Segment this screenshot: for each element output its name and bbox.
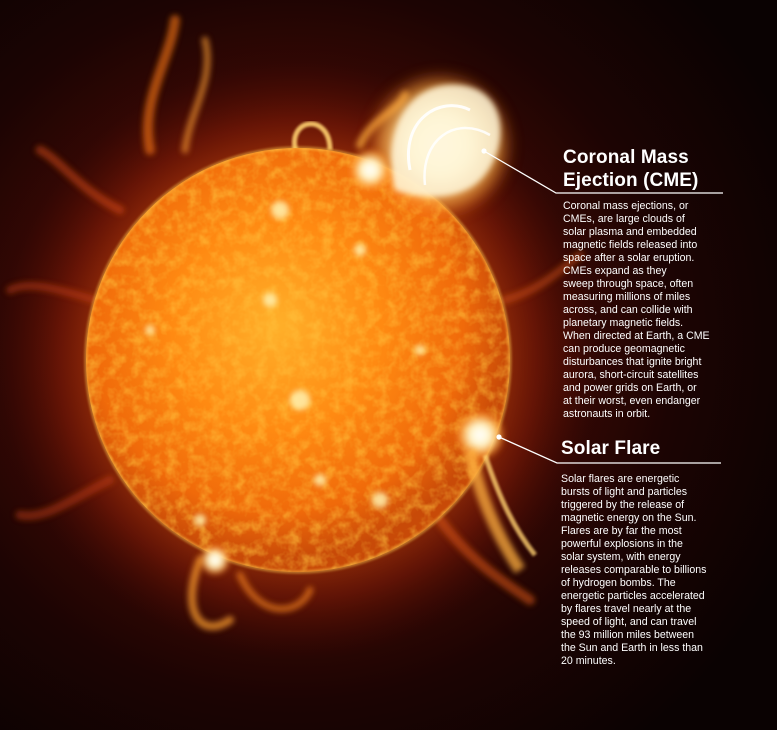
cme-description-line: sweep through space, often <box>563 278 694 290</box>
solar-flare-description-line: 20 minutes. <box>561 655 616 667</box>
cme-description-line: solar plasma and embedded <box>563 226 697 238</box>
solar-flare-description-line: bursts of light and particles <box>561 486 688 498</box>
cme-description: Coronal mass ejections, or CMEs, are larg… <box>563 200 723 421</box>
solar-flare-description-line: solar system, with energy <box>561 551 681 563</box>
cme-description-line: space after a solar eruption. <box>563 252 695 264</box>
solar-flare-description-line: energetic particles accelerated <box>561 590 705 602</box>
cme-heading: Coronal Mass Ejection (CME) <box>563 146 723 192</box>
solar-flare-description-line: powerful explosions in the <box>561 538 683 550</box>
cme-description-line: measuring millions of miles <box>563 291 691 303</box>
solar-flare-description-line: Solar flares are energetic <box>561 473 680 485</box>
cme-description-line: at their worst, even endanger <box>563 395 701 407</box>
cme-description-line: CMEs, are large clouds of <box>563 213 685 225</box>
solar-flare-description-line: speed of light, and can travel <box>561 616 697 628</box>
solar-flare-description-line: Flares are by far the most <box>561 525 682 537</box>
solar-flare-description-line: the Sun and Earth in less than <box>561 642 703 654</box>
solar-flare-eruption <box>454 409 537 574</box>
cme-eruption <box>348 70 515 220</box>
cme-description-line: and power grids on Earth, or <box>563 382 697 394</box>
cme-description-line: across, and can collide with <box>563 304 693 316</box>
cme-description-line: can produce geomagnetic <box>563 343 685 355</box>
cme-description-line: magnetic fields released into <box>563 239 698 251</box>
solar-flare-description-line: of hydrogen bombs. The <box>561 577 676 589</box>
cme-heading-line: Ejection (CME) <box>563 170 699 191</box>
solar-flare-description: Solar flares are energetic bursts of ligh… <box>561 473 723 668</box>
cme-description-line: Coronal mass ejections, or <box>563 200 689 212</box>
cme-pointer-line <box>483 150 723 194</box>
prominence-loop <box>292 121 333 153</box>
solar-flare-description-line: by flares travel nearly at the <box>561 603 692 615</box>
solar-flare-description-line: the 93 million miles between <box>561 629 695 641</box>
solar-flare-label: Solar Flare Solar flares are energetic bu… <box>561 437 723 668</box>
limb-flames <box>6 15 584 631</box>
cme-description-line: When directed at Earth, a CME <box>563 330 710 342</box>
solar-flare-heading: Solar Flare <box>561 438 661 459</box>
cme-label: Coronal Mass Ejection (CME) Coronal mass… <box>563 146 723 421</box>
lower-flare <box>199 544 231 576</box>
flare-pointer-line <box>498 436 721 464</box>
solar-flare-description-line: releases comparable to billions <box>561 564 707 576</box>
solar-flare-description-line: magnetic energy on the Sun. <box>561 512 697 524</box>
cme-description-line: aurora, short-circuit satellites <box>563 369 699 381</box>
solar-flare-description-line: triggered by the release of <box>561 499 685 511</box>
cme-description-line: astronauts in orbit. <box>563 408 651 420</box>
cme-description-line: CMEs expand as they <box>563 265 667 277</box>
cme-description-line: disturbances that ignite bright <box>563 356 702 368</box>
cme-description-line: planetary magnetic fields. <box>563 317 684 329</box>
cme-heading-line: Coronal Mass <box>563 147 689 168</box>
